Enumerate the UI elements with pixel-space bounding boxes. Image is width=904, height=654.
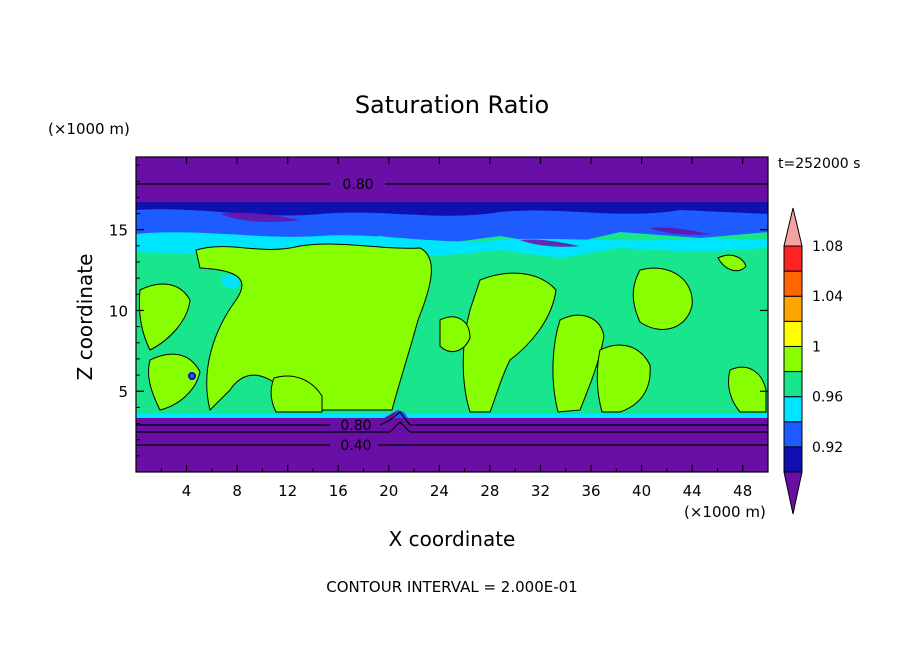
x-tick-label: 20 — [379, 482, 398, 500]
colorbar-swatch — [783, 245, 803, 272]
plot-area: 0.80 0.80 0.40 — [135, 156, 769, 473]
band-upper-cyan — [136, 232, 768, 258]
x-unit-label: (×1000 m) — [684, 503, 766, 521]
contour-label-top: 0.80 — [342, 177, 373, 193]
contour-label-bottom: 0.40 — [340, 438, 371, 454]
x-tick-label: 44 — [683, 482, 702, 500]
time-label: t=252000 s — [778, 156, 860, 172]
x-tick-label: 36 — [581, 482, 600, 500]
colorbar-top-arrow — [783, 207, 803, 247]
colorbar-label: 1.04 — [812, 289, 843, 305]
colorbar-label: 1.08 — [812, 239, 843, 255]
band-upper-blue — [136, 209, 768, 246]
x-axis: 4 8 12 16 20 24 28 32 36 40 44 48 — [160, 157, 752, 500]
x-tick-label: 24 — [430, 482, 449, 500]
colorbar-swatch — [783, 320, 803, 347]
y-unit-label: (×1000 m) — [48, 120, 130, 138]
supersaturated-cells — [138, 243, 767, 413]
band-lower-cyan — [136, 414, 768, 418]
x-tick-label: 40 — [632, 482, 651, 500]
colorbar-label: 1 — [812, 339, 821, 355]
y-tick-label: 15 — [109, 222, 128, 240]
x-tick-label: 32 — [531, 482, 550, 500]
x-tick-label: 12 — [278, 482, 297, 500]
x-tick-label: 8 — [232, 482, 242, 500]
colorbar-swatch — [783, 371, 803, 398]
contour-label-lower: 0.80 — [340, 418, 371, 434]
y-axis-label: Z coordinate — [73, 254, 97, 381]
colorbar-label: 0.92 — [812, 440, 843, 456]
colorbar-label: 0.96 — [812, 390, 843, 406]
y-tick-label: 5 — [118, 383, 128, 401]
plot-frame — [135, 156, 769, 473]
colorbar-swatch — [783, 345, 803, 373]
x-tick-label: 28 — [480, 482, 499, 500]
colorbar-swatch — [783, 446, 803, 473]
terrain-bump — [392, 410, 408, 418]
x-tick-label: 48 — [733, 482, 752, 500]
y-axis: 5 10 15 — [109, 164, 768, 457]
band-bottom-dry — [136, 410, 768, 472]
contour-lines — [136, 183, 768, 446]
x-axis-label: X coordinate — [389, 527, 516, 551]
chart-title: Saturation Ratio — [355, 91, 549, 119]
colorbar-swatch — [783, 295, 803, 322]
y-tick-label: 10 — [109, 302, 128, 320]
colorbar-swatch — [783, 396, 803, 423]
x-tick-label: 16 — [329, 482, 348, 500]
cyan-pockets — [188, 274, 239, 380]
band-top-dry — [136, 157, 768, 204]
colorbar-bottom-arrow — [783, 471, 803, 515]
contour-interval-footer: CONTOUR INTERVAL = 2.000E-01 — [326, 578, 577, 596]
colorbar-swatch — [783, 270, 803, 297]
band-upper-purple-streaks — [220, 212, 710, 247]
x-tick-label: 4 — [182, 482, 192, 500]
colorbar: 1.08 1.04 1 0.96 0.92 — [783, 207, 843, 515]
colorbar-swatch — [783, 421, 803, 448]
